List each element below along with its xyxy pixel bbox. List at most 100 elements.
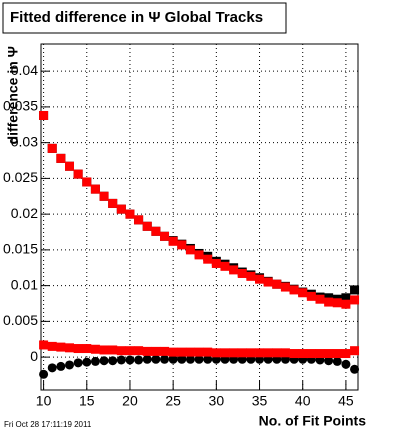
y-tick-label: 0.01	[11, 276, 38, 292]
point	[47, 143, 57, 153]
x-tick-label: 45	[338, 393, 354, 409]
point	[73, 169, 83, 179]
title-box	[2, 2, 287, 34]
point	[306, 349, 316, 359]
point	[220, 348, 230, 358]
point	[203, 347, 213, 357]
x-tick-label: 35	[252, 393, 268, 409]
point	[211, 258, 221, 268]
point	[306, 291, 316, 301]
point	[289, 285, 299, 295]
point	[194, 354, 204, 364]
point	[220, 261, 230, 271]
point	[298, 349, 308, 359]
point	[324, 349, 334, 359]
point	[39, 340, 49, 350]
point	[142, 346, 152, 356]
y-axis-label: difference in Ψ	[5, 46, 21, 144]
point	[332, 356, 342, 366]
point	[73, 358, 83, 368]
point	[108, 356, 118, 366]
point	[324, 297, 334, 307]
x-tick-label: 15	[79, 393, 95, 409]
point	[263, 348, 273, 358]
point	[168, 347, 178, 357]
point	[168, 236, 178, 246]
point	[177, 347, 187, 357]
y-tick-label: 0.02	[11, 205, 38, 221]
point	[125, 209, 135, 219]
x-tick-label: 25	[165, 393, 181, 409]
point	[185, 347, 195, 357]
point	[194, 250, 204, 260]
point	[272, 279, 282, 289]
point	[134, 355, 144, 365]
y-tick-label: 0.025	[3, 169, 38, 185]
point	[116, 204, 126, 214]
point	[142, 354, 152, 364]
point	[134, 215, 144, 225]
point	[47, 341, 57, 351]
point	[65, 161, 75, 171]
point	[39, 369, 49, 379]
point	[263, 277, 273, 287]
point	[229, 265, 239, 275]
point	[90, 344, 100, 354]
x-tick-label: 40	[295, 393, 311, 409]
point	[168, 354, 178, 364]
point	[39, 110, 49, 120]
point	[237, 268, 247, 278]
x-axis-label: No. of Fit Points	[259, 413, 367, 429]
y-tick-label: 0	[30, 348, 38, 364]
point	[203, 354, 213, 364]
point	[350, 285, 360, 295]
footnote: Fri Oct 28 17:11:19 2011	[4, 420, 92, 429]
x-tick-label: 10	[36, 393, 52, 409]
point	[324, 356, 334, 366]
point	[341, 349, 351, 359]
point	[315, 349, 325, 359]
point	[56, 153, 66, 163]
point	[185, 354, 195, 364]
x-tick-label: 20	[122, 393, 138, 409]
point	[350, 295, 360, 305]
point	[255, 274, 265, 284]
point	[116, 346, 126, 356]
point	[289, 349, 299, 359]
point	[99, 356, 109, 366]
point	[246, 271, 256, 281]
point	[177, 354, 187, 364]
point	[341, 299, 351, 309]
point	[350, 346, 360, 356]
point	[160, 354, 170, 364]
point	[350, 364, 360, 374]
point	[73, 344, 83, 354]
point	[332, 349, 342, 359]
plot-frame	[40, 43, 359, 391]
point	[125, 355, 135, 365]
point	[298, 288, 308, 298]
point	[56, 361, 66, 371]
point	[65, 360, 75, 370]
point	[82, 344, 92, 354]
point	[341, 359, 351, 369]
point	[82, 357, 92, 367]
point	[160, 231, 170, 241]
point	[151, 354, 161, 364]
point	[211, 348, 221, 358]
point	[255, 348, 265, 358]
point	[272, 348, 282, 358]
point	[99, 345, 109, 355]
point	[116, 355, 126, 365]
point	[125, 346, 135, 356]
point	[203, 254, 213, 264]
y-tick-label: 0.015	[3, 241, 38, 257]
point	[160, 346, 170, 356]
x-tick-label: 30	[209, 393, 225, 409]
point	[108, 345, 118, 355]
point	[194, 347, 204, 357]
point	[142, 221, 152, 231]
point	[47, 363, 57, 373]
y-tick-label: 0.005	[3, 312, 38, 328]
